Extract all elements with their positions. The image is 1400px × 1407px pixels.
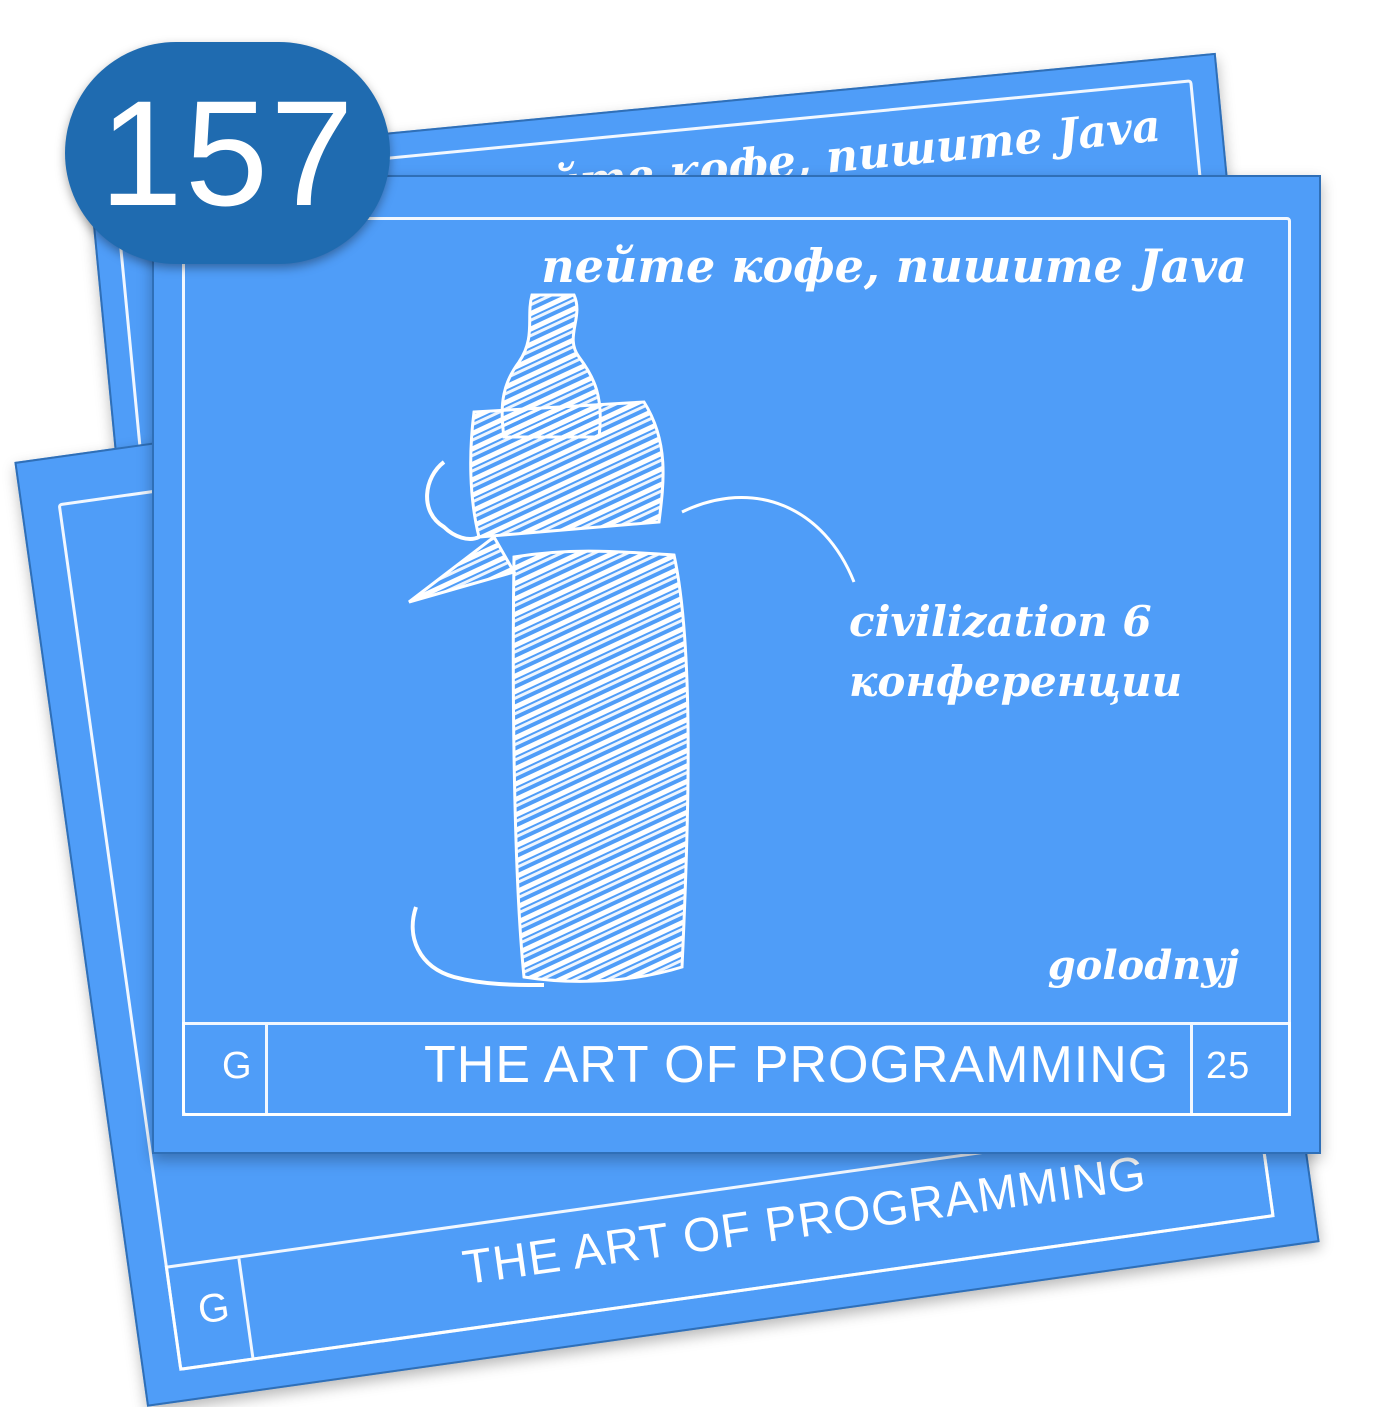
note-line-1: civilization 6 [849, 597, 1152, 646]
middle-card-letter: G [195, 1284, 234, 1333]
episode-badge: 157 [65, 42, 390, 264]
bottle-handle [425, 460, 480, 541]
baby-bottle-illustration [408, 293, 856, 987]
episode-number: 157 [99, 69, 356, 237]
front-card-strip-divider-right [1190, 1025, 1193, 1113]
front-card-title-strip [182, 1022, 1291, 1116]
front-card: пейте кофе, пишите Java civilization 6 к… [152, 175, 1321, 1154]
bottle-body [511, 549, 690, 983]
author-signature: golodnyj [1047, 942, 1239, 989]
front-card-number: 25 [1206, 1045, 1251, 1087]
front-card-strip-divider-left [265, 1025, 268, 1113]
annotation-pointer [681, 496, 856, 583]
front-card-letter: G [222, 1045, 253, 1087]
bottle-handle-wing [408, 534, 517, 604]
bottle-collar [469, 400, 665, 539]
front-card-slogan: пейте кофе, пишите Java [541, 239, 1247, 293]
note-line-2: конференции [849, 657, 1183, 706]
front-card-title: THE ART OF PROGRAMMING [424, 1036, 1170, 1094]
middle-card-strip-divider [237, 1258, 255, 1358]
bottle-base-swoosh [410, 906, 545, 987]
